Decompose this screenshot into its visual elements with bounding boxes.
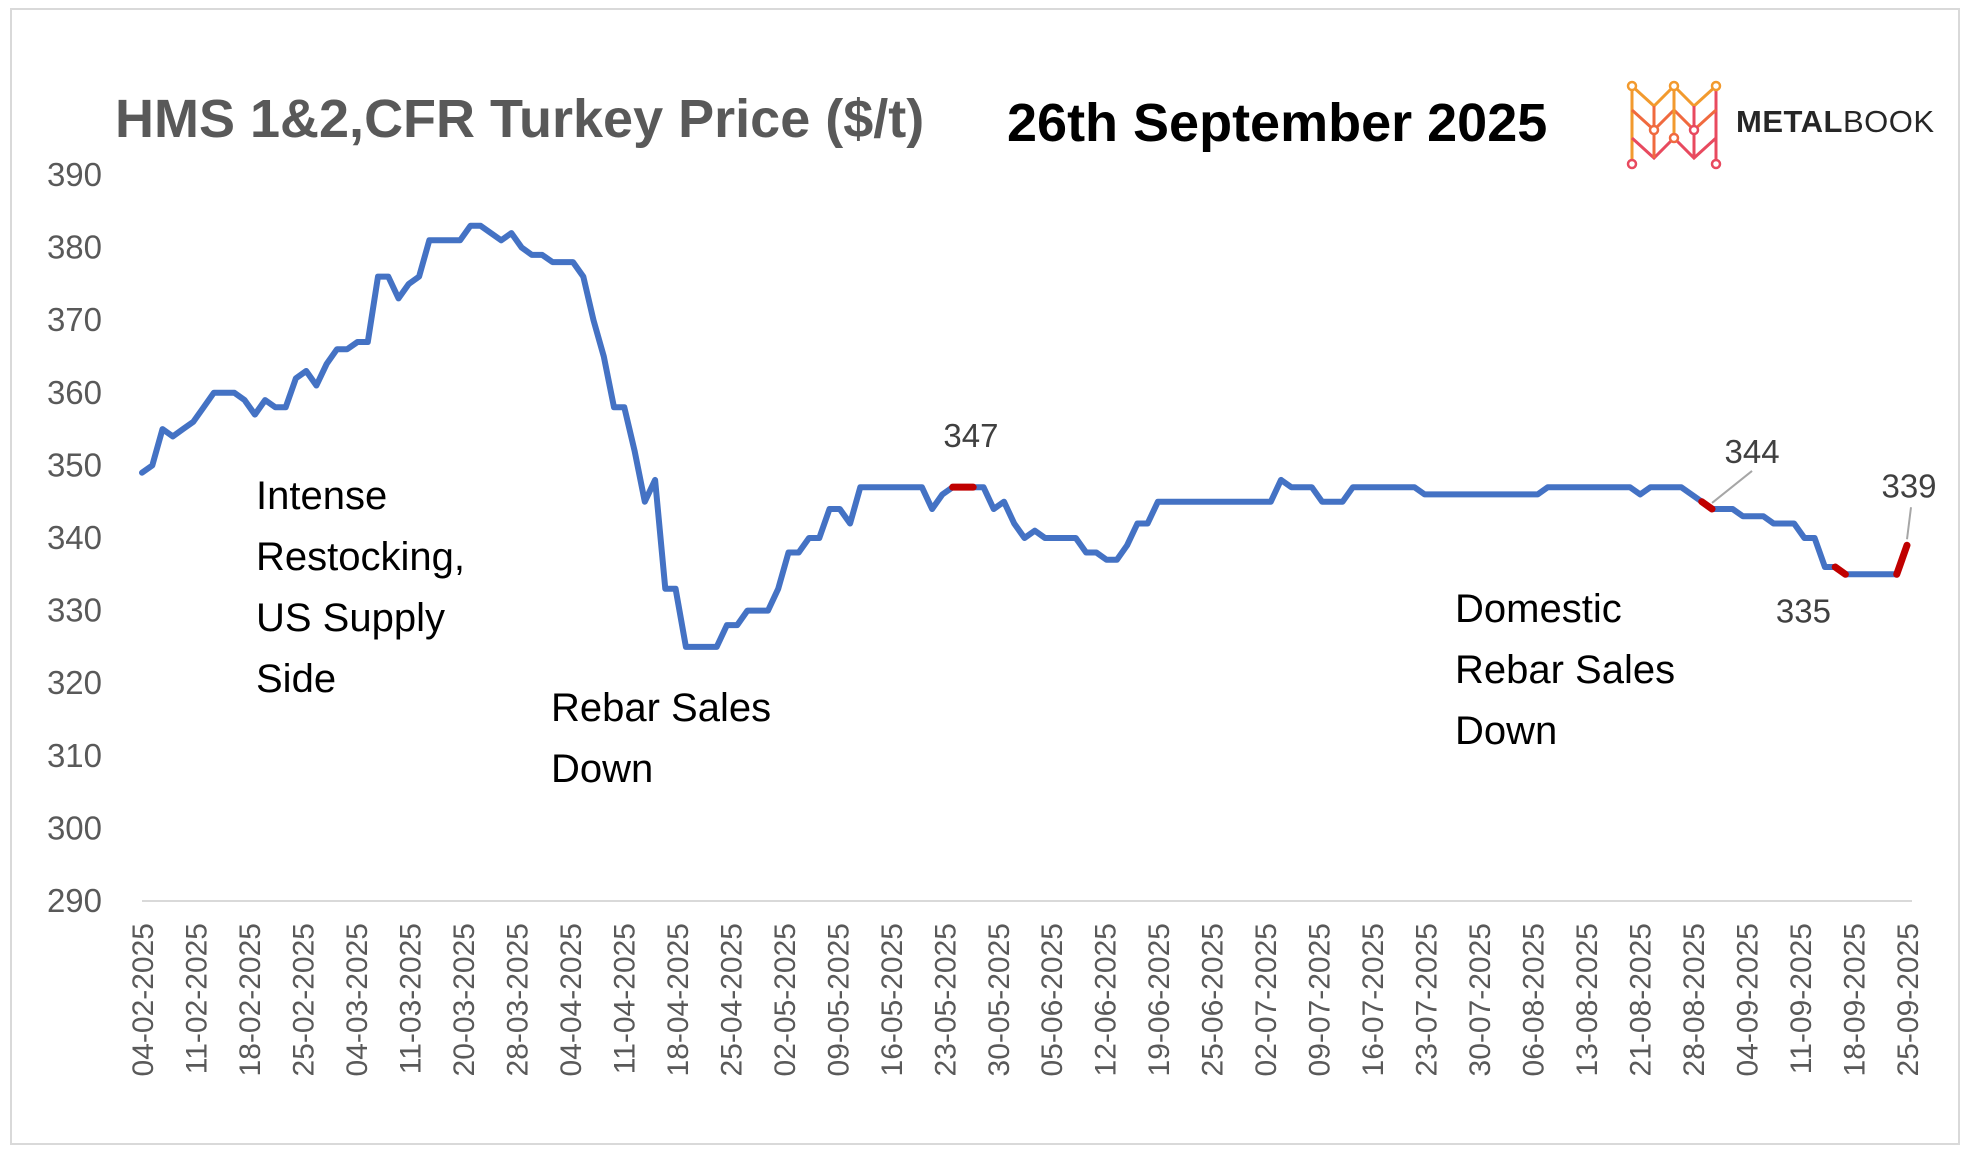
x-tick-label: 11-02-2025 xyxy=(180,923,213,1074)
x-tick-label: 28-08-2025 xyxy=(1678,923,1711,1076)
x-tick-label: 04-04-2025 xyxy=(555,923,588,1076)
x-tick-label: 05-06-2025 xyxy=(1036,923,1069,1076)
brand-name: METALBOOK xyxy=(1736,104,1935,140)
x-tick-label: 09-05-2025 xyxy=(822,923,855,1076)
y-tick-label: 390 xyxy=(47,156,102,193)
x-tick-label: 20-03-2025 xyxy=(448,923,481,1076)
y-tick-label: 300 xyxy=(47,809,102,846)
annotation-rebar-sales-down: Rebar Sales Down xyxy=(551,686,772,791)
x-tick-label: 13-08-2025 xyxy=(1571,923,1604,1076)
x-tick-label: 28-03-2025 xyxy=(501,923,534,1076)
x-tick-label: 11-09-2025 xyxy=(1785,923,1818,1074)
report-date: 26th September 2025 xyxy=(1007,93,1548,153)
y-tick-label: 340 xyxy=(47,519,102,556)
line-chart: 390 380 370 360 350 340 330 320 310 300 290 04-02-2… xyxy=(47,156,1937,1076)
x-tick-label: 25-04-2025 xyxy=(715,923,748,1076)
x-tick-label: 30-07-2025 xyxy=(1464,923,1497,1076)
x-tick-label: 04-09-2025 xyxy=(1732,923,1765,1076)
y-tick-label: 290 xyxy=(47,882,102,919)
x-tick-label: 23-05-2025 xyxy=(929,923,962,1076)
x-tick-label: 25-02-2025 xyxy=(287,923,320,1076)
chart-frame: 390 380 370 360 350 340 330 320 310 300 290 04-02-2… xyxy=(10,8,1960,1145)
leader-line xyxy=(1711,470,1753,504)
x-tick-label: 23-07-2025 xyxy=(1411,923,1444,1076)
data-label: 347 xyxy=(943,417,998,454)
x-tick-label: 18-02-2025 xyxy=(234,923,267,1076)
brand-name-bold: METAL xyxy=(1736,104,1843,139)
x-tick-label: 30-05-2025 xyxy=(983,923,1016,1076)
y-tick-label: 370 xyxy=(47,301,102,338)
x-tick-label: 25-06-2025 xyxy=(1197,923,1230,1076)
x-tick-label: 16-07-2025 xyxy=(1357,923,1390,1076)
y-tick-label: 310 xyxy=(47,737,102,774)
metalbook-logo: METALBOOK xyxy=(1624,80,1934,170)
x-tick-label: 06-08-2025 xyxy=(1518,923,1551,1076)
highlight-segment xyxy=(1831,563,1849,578)
x-tick-label: 02-07-2025 xyxy=(1250,923,1283,1076)
x-tick-label: 04-03-2025 xyxy=(341,923,374,1076)
x-tick-label: 18-09-2025 xyxy=(1839,923,1872,1076)
data-label: 339 xyxy=(1881,467,1936,504)
x-tick-label: 12-06-2025 xyxy=(1090,923,1123,1076)
highlight-segment xyxy=(1698,498,1716,513)
x-tick-label: 02-05-2025 xyxy=(769,923,802,1076)
x-tick-label: 11-03-2025 xyxy=(394,923,427,1074)
x-tick-label: 18-04-2025 xyxy=(662,923,695,1076)
y-tick-label: 360 xyxy=(47,374,102,411)
annotation-domestic-rebar-down: Domestic Rebar Sales Down xyxy=(1455,587,1676,753)
x-tick-label: 09-07-2025 xyxy=(1304,923,1337,1076)
chart-title: HMS 1&2,CFR Turkey Price ($/t) xyxy=(115,89,925,149)
metalbook-logo-icon xyxy=(1626,80,1722,170)
y-tick-label: 330 xyxy=(47,592,102,629)
highlight-segment xyxy=(1893,541,1911,578)
x-tick-label: 25-09-2025 xyxy=(1892,923,1925,1076)
leader-line xyxy=(1906,507,1912,540)
data-label: 335 xyxy=(1776,592,1831,629)
x-tick-label: 11-04-2025 xyxy=(608,923,641,1074)
x-tick-label: 21-08-2025 xyxy=(1625,923,1658,1076)
y-tick-label: 320 xyxy=(47,664,102,701)
annotation-restocking: Intense Restocking, US Supply Side xyxy=(256,474,465,701)
brand-name-rest: BOOK xyxy=(1842,104,1935,139)
x-tick-label: 19-06-2025 xyxy=(1143,923,1176,1076)
x-tick-label: 16-05-2025 xyxy=(876,923,909,1076)
y-tick-label: 380 xyxy=(47,229,102,266)
y-tick-label: 350 xyxy=(47,446,102,483)
series-line xyxy=(139,222,1910,650)
x-tick-label: 04-02-2025 xyxy=(127,923,160,1076)
data-label: 344 xyxy=(1724,433,1779,470)
